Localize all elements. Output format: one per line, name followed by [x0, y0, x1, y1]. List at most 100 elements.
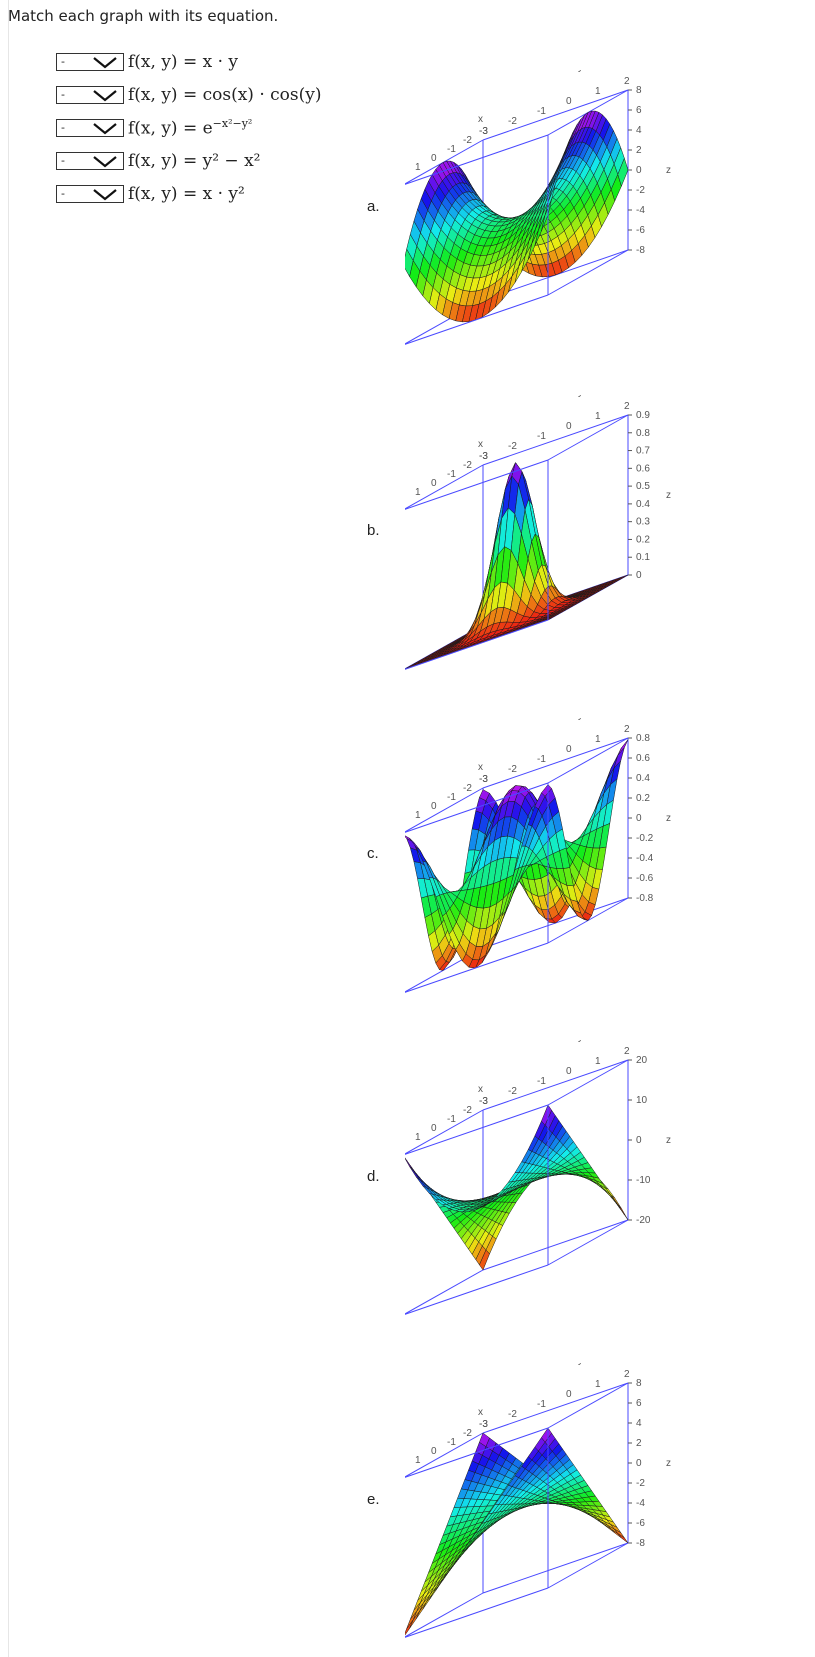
y-axis-label: y — [578, 395, 583, 398]
x-tick-label: -3 — [479, 451, 488, 462]
x-tick-label: 1 — [415, 1132, 421, 1143]
select-value: - — [61, 154, 65, 167]
y-tick-label: -2 — [508, 1409, 517, 1420]
y-tick-label: 1 — [595, 734, 601, 745]
z-tick-label: 0 — [636, 1135, 642, 1146]
z-tick-label: -4 — [636, 1498, 645, 1509]
z-tick-label: 0 — [636, 165, 642, 176]
answer-select-4[interactable]: - — [56, 151, 124, 170]
surface-mesh — [405, 110, 629, 323]
answer-select-2[interactable]: - — [56, 85, 124, 104]
z-tick-label: 0.7 — [636, 446, 650, 457]
page-left-rule — [8, 0, 9, 1657]
z-axis-label: z — [666, 1458, 671, 1469]
x-tick-label: 1 — [415, 810, 421, 821]
box-front-edges — [405, 782, 549, 993]
x-tick-label: -1 — [447, 1114, 456, 1125]
match-row-4: - f(x, y) = y² − x² — [56, 144, 322, 177]
answer-select-1[interactable]: - — [56, 52, 124, 71]
y-tick-label: -1 — [537, 431, 546, 442]
z-axis-label: z — [666, 165, 671, 176]
z-axis-label: z — [666, 813, 671, 824]
x-tick-label: 0 — [431, 1446, 437, 1457]
y-axis-label: y — [578, 1363, 583, 1366]
y-tick-label: -2 — [508, 1086, 517, 1097]
z-tick-label: 0.8 — [636, 733, 650, 744]
y-tick-label: 0 — [566, 1066, 572, 1077]
z-tick-label: 0.4 — [636, 773, 650, 784]
z-tick-label: -0.8 — [636, 893, 654, 904]
box-front-edges — [405, 134, 549, 345]
answer-select-3[interactable]: - — [56, 118, 124, 137]
match-row-1: - f(x, y) = x · y — [56, 45, 322, 78]
z-tick-label: -0.2 — [636, 833, 654, 844]
z-tick-label: -2 — [636, 185, 645, 196]
equation-3-exponent: −x²−y² — [212, 116, 253, 130]
chevron-down-icon — [93, 89, 117, 101]
equation-1: f(x, y) = x · y — [128, 51, 239, 72]
z-tick-label: 0 — [636, 1458, 642, 1469]
x-axis-label: x — [478, 1084, 483, 1095]
x-tick-label: -3 — [479, 1419, 488, 1430]
z-axis-label: z — [666, 490, 671, 501]
y-tick-label: -3 — [479, 774, 488, 785]
z-tick-label: 8 — [636, 85, 642, 96]
x-tick-label: -3 — [479, 126, 488, 137]
x-tick-label: 0 — [431, 801, 437, 812]
chevron-down-icon — [93, 155, 117, 167]
y-tick-label: -2 — [508, 441, 517, 452]
y-tick-label: -3 — [479, 451, 488, 462]
z-tick-label: 20 — [636, 1055, 648, 1066]
match-row-3: - f(x, y) = e−x²−y² — [56, 111, 322, 144]
z-tick-label: 6 — [636, 1398, 642, 1409]
x-tick-label: -2 — [463, 135, 472, 146]
y-tick-label: -3 — [479, 1419, 488, 1430]
y-axis-label: y — [578, 718, 583, 721]
z-tick-label: 0.8 — [636, 428, 650, 439]
answer-select-5[interactable]: - — [56, 184, 124, 203]
match-row-5: - f(x, y) = x · y² — [56, 177, 322, 210]
z-tick-label: -0.6 — [636, 873, 654, 884]
x-axis-label: x — [478, 1407, 483, 1418]
y-axis-label: y — [578, 1040, 583, 1043]
z-tick-label: 8 — [636, 1378, 642, 1389]
z-tick-label: -6 — [636, 1518, 645, 1529]
z-tick-label: 0.4 — [636, 499, 650, 510]
select-value: - — [61, 121, 65, 134]
y-tick-label: -1 — [537, 1399, 546, 1410]
x-tick-label: -1 — [447, 792, 456, 803]
z-tick-label: 2 — [636, 145, 642, 156]
y-axis-label: y — [578, 70, 583, 73]
y-tick-label: 2 — [624, 724, 630, 735]
y-tick-label: -1 — [537, 1076, 546, 1087]
box-back-edges — [405, 1059, 629, 1315]
x-tick-label: -3 — [479, 774, 488, 785]
y-tick-label: -2 — [508, 116, 517, 127]
z-tick-label: -2 — [636, 1478, 645, 1489]
y-tick-label: 1 — [595, 1379, 601, 1390]
z-tick-label: 10 — [636, 1095, 648, 1106]
x-tick-label: -1 — [447, 144, 456, 155]
z-tick-label: 0 — [636, 570, 642, 581]
z-tick-label: 4 — [636, 125, 642, 136]
x-tick-label: 1 — [415, 1455, 421, 1466]
box-front-edges — [405, 1104, 549, 1315]
match-row-2: - f(x, y) = cos(x) · cos(y) — [56, 78, 322, 111]
surface-plot-c: xy210-1-2-3-3-2-10120.80.60.40.20-0.2-0.… — [405, 718, 671, 993]
surface-mesh — [405, 1104, 629, 1271]
z-tick-label: 0.3 — [636, 517, 650, 528]
x-tick-label: -2 — [463, 460, 472, 471]
y-tick-label: -3 — [479, 1096, 488, 1107]
x-tick-label: -2 — [463, 783, 472, 794]
y-tick-label: -2 — [508, 764, 517, 775]
x-axis-label: x — [478, 762, 483, 773]
equation-3: f(x, y) = e−x²−y² — [128, 116, 253, 139]
z-tick-label: 0 — [636, 813, 642, 824]
z-tick-label: 0.1 — [636, 552, 650, 563]
graph-label-b: b. — [367, 522, 380, 539]
y-tick-label: 1 — [595, 1056, 601, 1067]
surface-mesh — [405, 1427, 629, 1636]
y-tick-label: 2 — [624, 401, 630, 412]
equation-4: f(x, y) = y² − x² — [128, 150, 261, 171]
